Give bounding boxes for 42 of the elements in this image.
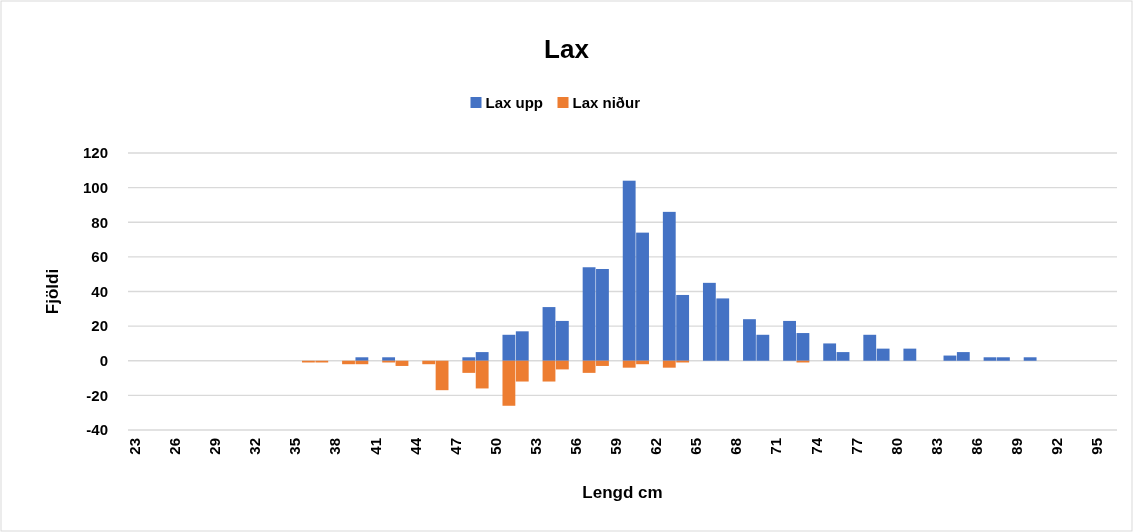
x-tick-label: 59 xyxy=(607,438,625,455)
chart-title: Lax xyxy=(544,34,590,64)
x-tick-label: 26 xyxy=(166,438,184,455)
y-axis-title: Fjöldi xyxy=(43,268,62,315)
x-tick-label: 71 xyxy=(767,438,785,455)
x-axis-title: Lengd cm xyxy=(582,483,663,502)
x-tick-label: 53 xyxy=(526,438,544,455)
legend-label: Lax niður xyxy=(572,94,641,112)
x-tick-label: 32 xyxy=(246,438,264,455)
bar xyxy=(903,348,917,361)
x-tick-label: 50 xyxy=(486,438,504,455)
x-tick-label: 89 xyxy=(1008,438,1026,455)
legend-label: Lax upp xyxy=(485,94,544,112)
x-tick-label: 65 xyxy=(687,438,705,455)
x-tick-label: 74 xyxy=(807,437,825,455)
x-tick-label: 23 xyxy=(125,438,143,455)
x-tick-label: 62 xyxy=(647,438,665,455)
x-tick-label: 77 xyxy=(847,438,865,455)
x-tick-label: 47 xyxy=(446,438,464,455)
x-tick-label: 38 xyxy=(326,438,344,455)
x-tick-label: 68 xyxy=(727,438,745,455)
x-tick-label: 92 xyxy=(1048,438,1066,455)
x-tick-label: 83 xyxy=(927,438,945,455)
x-tick-label: 35 xyxy=(286,438,304,455)
y-tick-label: 20 xyxy=(91,317,108,335)
x-tick-label: 41 xyxy=(366,438,384,455)
x-tick-label: 86 xyxy=(967,438,985,455)
y-tick-label: -20 xyxy=(86,386,108,404)
y-tick-label: 0 xyxy=(99,352,108,369)
y-tick-label: 60 xyxy=(91,248,108,266)
x-tick-label: 80 xyxy=(887,438,905,455)
y-tick-label: 40 xyxy=(91,282,108,300)
bar xyxy=(355,357,369,361)
x-tick-label: 44 xyxy=(406,437,424,455)
x-tick-label: 56 xyxy=(566,438,584,455)
x-tick-label: 29 xyxy=(206,438,224,455)
y-tick-label: 120 xyxy=(82,144,108,162)
y-tick-label: -40 xyxy=(86,421,108,439)
x-tick-label: 95 xyxy=(1088,438,1106,455)
y-tick-label: 80 xyxy=(91,213,108,231)
bar xyxy=(1023,357,1037,361)
y-tick-label: 100 xyxy=(82,178,108,196)
